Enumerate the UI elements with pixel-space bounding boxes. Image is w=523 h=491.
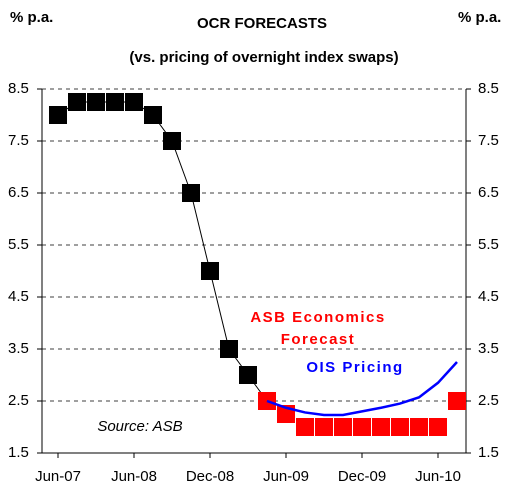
square-marker <box>49 106 67 124</box>
square-marker <box>334 418 352 436</box>
chart-title: OCR FORECASTS <box>197 15 327 32</box>
square-marker <box>296 418 314 436</box>
y2-tick-label: 5.5 <box>478 236 499 253</box>
chart-subtitle: (vs. pricing of overnight index swaps) <box>129 49 398 66</box>
square-marker <box>353 418 371 436</box>
source-note: Source: ASB <box>97 418 182 435</box>
y2-tick-label: 3.5 <box>478 340 499 357</box>
forecast-label: ASB Economics Forecast <box>250 309 386 348</box>
square-marker <box>429 418 447 436</box>
y-tick-label: 4.5 <box>8 288 29 305</box>
square-marker <box>391 418 409 436</box>
x-tick-label: Dec-08 <box>186 468 234 485</box>
square-marker <box>182 184 200 202</box>
y-tick-label: 1.5 <box>8 444 29 461</box>
x-tick-label: Jun-09 <box>263 468 309 485</box>
square-marker <box>106 93 124 111</box>
square-marker <box>410 418 428 436</box>
square-marker <box>239 366 257 384</box>
y-tick-label: 6.5 <box>8 184 29 201</box>
y-tick-label: 8.5 <box>8 80 29 97</box>
y-tick-label: 3.5 <box>8 340 29 357</box>
y-axis-label: % p.a. <box>10 9 53 26</box>
square-marker <box>315 418 333 436</box>
square-marker <box>372 418 390 436</box>
square-marker <box>68 93 86 111</box>
y-tick-label: 2.5 <box>8 392 29 409</box>
square-marker <box>220 340 238 358</box>
y2-tick-label: 7.5 <box>478 132 499 149</box>
square-marker <box>125 93 143 111</box>
y-tick-label: 5.5 <box>8 236 29 253</box>
y2-tick-label: 2.5 <box>478 392 499 409</box>
y-tick-label: 7.5 <box>8 132 29 149</box>
x-tick-label: Jun-10 <box>415 468 461 485</box>
y2-axis-label: % p.a. <box>458 9 501 26</box>
x-tick-label: Jun-08 <box>111 468 157 485</box>
ois-label: OIS Pricing <box>306 359 404 376</box>
square-marker <box>163 132 181 150</box>
square-marker <box>87 93 105 111</box>
series-line <box>266 361 458 417</box>
x-tick-label: Jun-07 <box>35 468 81 485</box>
square-marker <box>201 262 219 280</box>
y2-tick-label: 1.5 <box>478 444 499 461</box>
square-marker <box>144 106 162 124</box>
square-marker <box>448 392 466 410</box>
y2-tick-label: 6.5 <box>478 184 499 201</box>
x-tick-label: Dec-09 <box>338 468 386 485</box>
y2-tick-label: 4.5 <box>478 288 499 305</box>
y2-tick-label: 8.5 <box>478 80 499 97</box>
